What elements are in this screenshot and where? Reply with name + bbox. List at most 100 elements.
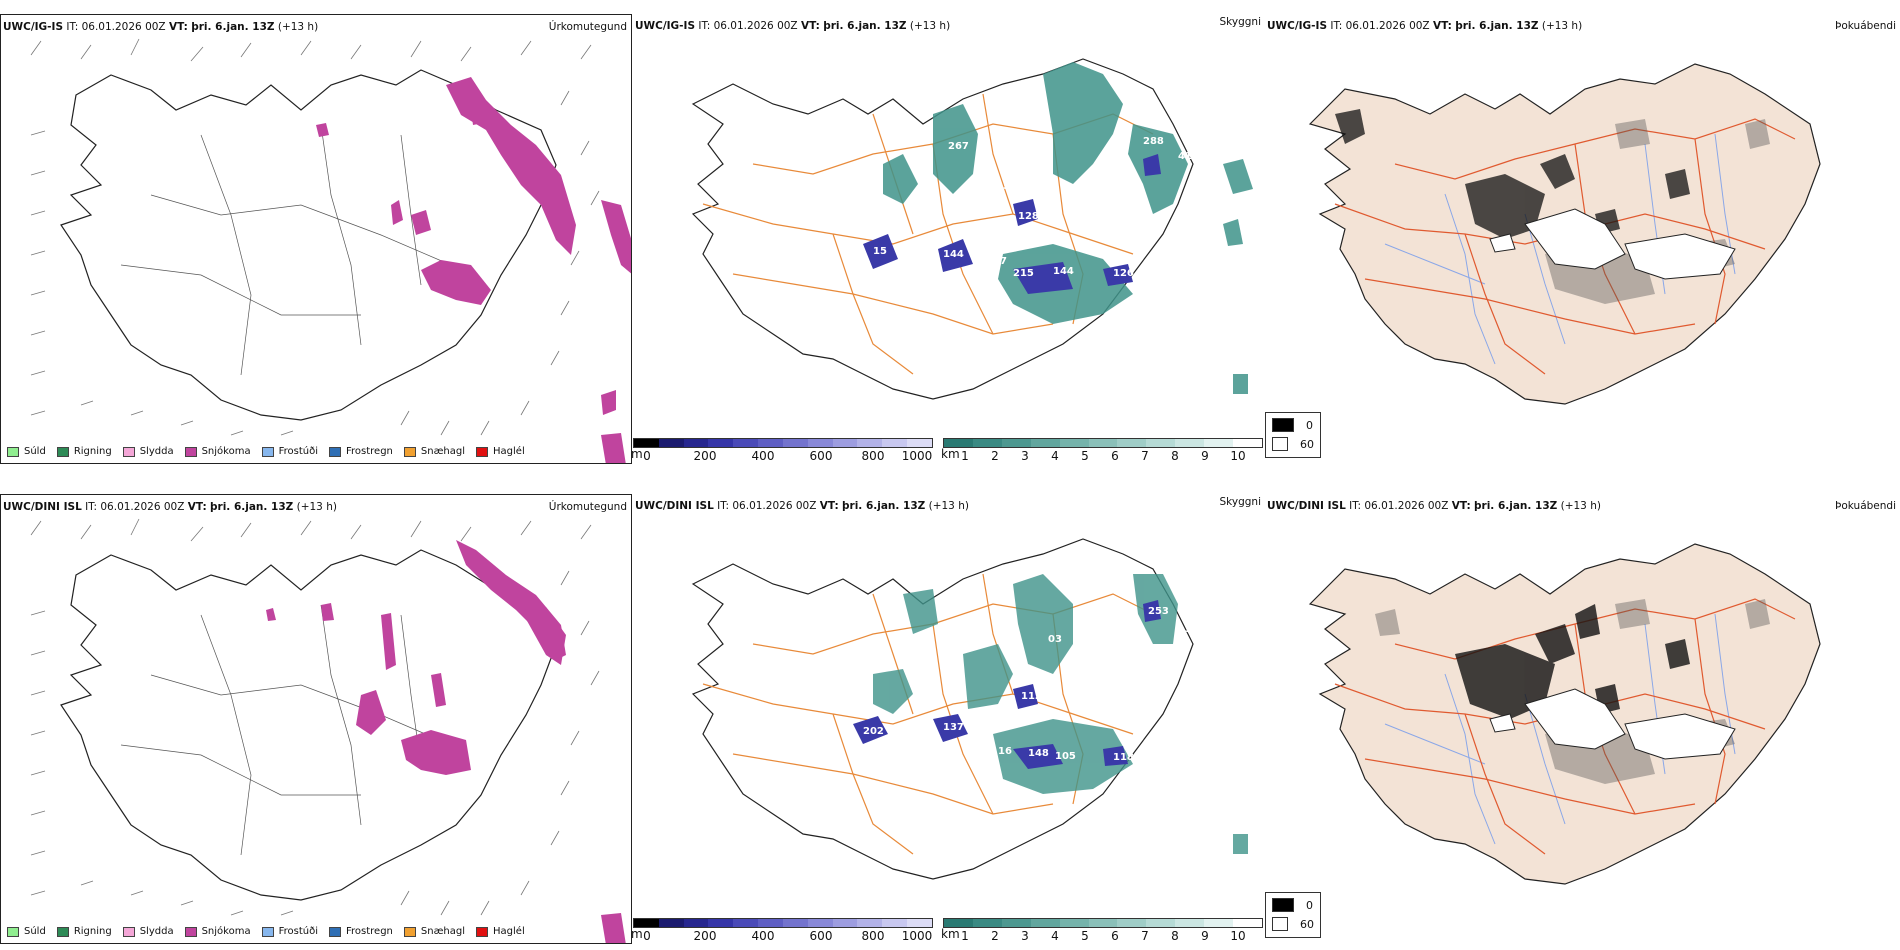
fog-index-map	[1308, 63, 1821, 405]
tick-label: 5	[1081, 929, 1089, 943]
visibility-colorbar	[943, 438, 1263, 448]
panel-title: UWC/IG-IS IT: 06.01.2026 00Z VT: þri. 6.…	[1267, 20, 1583, 32]
fog-index-legend-row2: 0 60	[1265, 892, 1321, 938]
legend-item: Snæhagl	[403, 446, 465, 457]
ceiling-colorbar	[633, 438, 933, 448]
tick-label: 600	[809, 929, 833, 943]
legend-item: Snjókoma	[184, 446, 251, 457]
legend-swatch	[329, 926, 341, 937]
legend-item: Slydda	[122, 926, 174, 937]
tick-label: 9	[1201, 449, 1209, 463]
value-label: 267	[948, 141, 969, 152]
legend-swatch	[261, 926, 274, 937]
visibility-panel-row2: UWC/DINI ISL IT: 06.01.2026 00Z VT: þri.…	[633, 494, 1265, 944]
value-label: 144	[943, 249, 964, 260]
visibility-ticks: 1 2 3 4 5 6 7 8 9 10	[943, 928, 1263, 943]
panel-title: UWC/IG-IS IT: 06.01.2026 00Z VT: þri. 6.…	[635, 20, 951, 32]
visibility-unit-label: km	[941, 927, 960, 941]
panel-title: UWC/DINI ISL IT: 06.01.2026 00Z VT: þri.…	[635, 500, 969, 512]
visibility-value-labels: 253 39 03 112 370 202 137 52 16 148 105 …	[863, 606, 1199, 763]
precip-map	[30, 38, 631, 463]
value-label: 126	[1113, 268, 1134, 279]
tick-label: 400	[751, 449, 775, 463]
value-label: 412	[1178, 151, 1199, 162]
value-label: 144	[1053, 266, 1074, 277]
ceiling-colorbar-row2: m 0 200 400 600 800 1000	[631, 918, 933, 943]
visibility-map: 253 39 03 112 370 202 137 52 16 148 105 …	[691, 538, 1248, 880]
tick-label: 800	[861, 929, 885, 943]
value-label: 288	[1143, 136, 1164, 147]
legend-item: Frostregn	[329, 926, 393, 937]
visibility-value-labels: 267 524 288 412 128 15 144 97 215 144 12…	[873, 136, 1199, 279]
legend-swatch-white	[1272, 437, 1288, 451]
visibility-panel-row1: UWC/IG-IS IT: 06.01.2026 00Z VT: þri. 6.…	[633, 14, 1265, 464]
legend-item: Súld	[7, 926, 46, 937]
legend-swatch	[122, 446, 135, 457]
value-label: 202	[863, 726, 884, 737]
legend-swatch	[122, 926, 135, 937]
tick-label: 6	[1111, 929, 1119, 943]
tick-label: 1000	[901, 449, 933, 463]
tick-label: 1	[961, 449, 969, 463]
legend-swatch	[184, 446, 197, 457]
value-label: 112	[1021, 691, 1042, 702]
legend-swatch	[56, 446, 69, 457]
panel-title: UWC/IG-IS IT: 06.01.2026 00Z VT: þri. 6.…	[3, 21, 319, 33]
tick-label: 10	[1230, 929, 1246, 943]
legend-item: Snjókoma	[184, 926, 251, 937]
tick-label: 6	[1111, 449, 1119, 463]
panel-title: UWC/DINI ISL IT: 06.01.2026 00Z VT: þri.…	[3, 501, 337, 513]
visibility-ticks: 1 2 3 4 5 6 7 8 9 10	[943, 448, 1263, 463]
precip-type-panel-row2: UWC/DINI ISL IT: 06.01.2026 00Z VT: þri.…	[0, 494, 632, 944]
wind-barbs	[30, 38, 600, 436]
value-label: 52	[865, 742, 879, 753]
value-label: 118	[1113, 752, 1134, 763]
value-label: 524	[1003, 181, 1024, 192]
tick-label: 800	[861, 449, 885, 463]
tick-label: 4	[1051, 449, 1059, 463]
legend-item: Rigning	[56, 446, 112, 457]
legend-item: Haglél	[476, 926, 525, 937]
legend-swatch	[7, 926, 19, 937]
legend-swatch-black	[1272, 898, 1294, 912]
tick-label: 5	[1081, 449, 1089, 463]
visibility-colorbar-row2: km 1 2 3 4 5 6 7 8 9 10	[941, 918, 1263, 943]
legend-swatch-white	[1272, 917, 1288, 931]
tick-label: 2	[991, 929, 999, 943]
fog-index-legend-row1: 0 60	[1265, 412, 1321, 458]
ceiling-unit-label: m	[631, 927, 643, 941]
fog-index-panel-row1: UWC/IG-IS IT: 06.01.2026 00Z VT: þri. 6.…	[1265, 14, 1900, 464]
value-label: 137	[943, 722, 964, 733]
tick-label: 10	[1230, 449, 1246, 463]
precip-type-legend: Súld Rigning Slydda Snjókoma Frostúði Fr…	[7, 446, 536, 457]
tick-label: 7	[1141, 929, 1149, 943]
tick-label: 3	[1021, 929, 1029, 943]
visibility-colorbar	[943, 918, 1263, 928]
tick-label: 1000	[901, 929, 933, 943]
ceiling-unit-label: m	[631, 447, 643, 461]
legend-swatch	[476, 446, 489, 457]
value-label: 128	[1018, 211, 1039, 222]
fog-index-map	[1308, 543, 1821, 885]
visibility-colorbar-row1: km 1 2 3 4 5 6 7 8 9 10	[941, 438, 1263, 463]
tick-label: 2	[991, 449, 999, 463]
tick-label: 3	[1021, 449, 1029, 463]
tick-label: 4	[1051, 929, 1059, 943]
value-label: 370	[1018, 714, 1039, 725]
ceiling-colorbar	[633, 918, 933, 928]
value-label: 148	[1028, 748, 1049, 759]
legend-item: Haglél	[476, 446, 525, 457]
tick-label: 400	[751, 929, 775, 943]
value-label: 16	[998, 746, 1012, 757]
legend-item: Frostregn	[329, 446, 393, 457]
visibility-map: 267 524 288 412 128 15 144 97 215 144 12…	[691, 58, 1253, 400]
iceland-outline	[60, 549, 557, 901]
precip-map	[30, 518, 626, 943]
panel-product-name: Skyggni	[1219, 496, 1262, 508]
legend-swatch	[329, 446, 341, 457]
ceiling-ticks: 0 200 400 600 800 1000	[633, 448, 933, 463]
legend-item: Frostúði	[261, 446, 318, 457]
value-label: 15	[873, 246, 887, 257]
legend-swatch	[261, 446, 274, 457]
tick-label: 7	[1141, 449, 1149, 463]
